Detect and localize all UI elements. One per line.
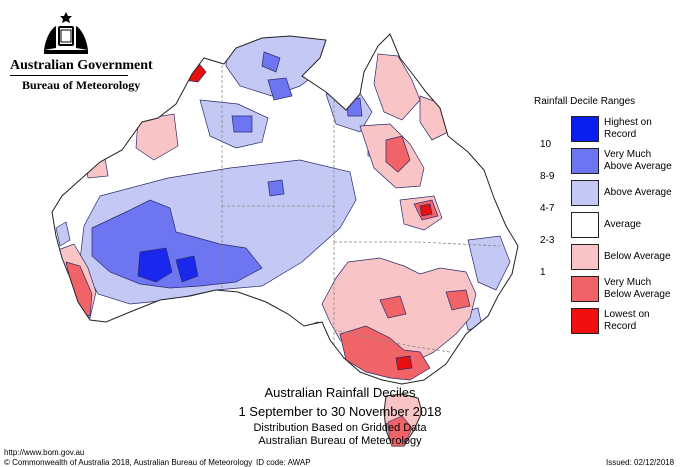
legend-label-line: Very Much xyxy=(604,149,652,160)
website-link[interactable]: http://www.bom.gov.au xyxy=(4,448,85,457)
legend-rank: 2-3 xyxy=(540,235,555,246)
lowest-record-qld xyxy=(419,203,433,217)
legend-label-line: Highest on xyxy=(604,117,652,128)
very-much-below-nsw xyxy=(379,295,407,319)
legend-title: Rainfall Decile Ranges xyxy=(534,96,636,107)
map-note-distribution: Distribution Based on Gridded Data xyxy=(253,422,427,434)
legend-swatch xyxy=(571,212,599,238)
id-code: ID code: AWAP xyxy=(256,458,311,467)
legend-label-line: Average xyxy=(604,219,642,230)
coat-of-arms-icon xyxy=(44,12,88,54)
legend-swatch xyxy=(571,148,599,174)
legend-rank: 1 xyxy=(540,267,546,278)
legend-label-line: Record xyxy=(604,321,637,332)
legend-label-line: Above Average xyxy=(604,161,672,172)
very-much-above-north2 xyxy=(267,77,293,101)
map-title: Australian Rainfall Deciles xyxy=(264,385,416,400)
government-title: Australian Government xyxy=(10,58,153,73)
legend-label-line: Very Much xyxy=(604,277,652,288)
bureau-title: Bureau of Meteorology xyxy=(22,78,141,92)
border-nsw-vic xyxy=(333,329,451,353)
legend-label: Average xyxy=(604,219,641,231)
very-much-below-nsw2 xyxy=(445,289,471,311)
legend-label-line: Below Average xyxy=(604,251,671,262)
header-divider xyxy=(10,75,128,76)
legend-label: Very Much Below Average xyxy=(604,277,671,301)
map-note-bureau: Australian Bureau of Meteorology xyxy=(258,435,422,447)
legend-label: Highest on Record xyxy=(604,117,652,141)
legend-swatch xyxy=(571,276,599,302)
legend-swatch xyxy=(571,308,599,334)
copyright-text: © Commonwealth of Australia 2018, Austra… xyxy=(4,458,253,467)
lowest-record-vic xyxy=(395,355,413,371)
highest-record-2 xyxy=(175,255,199,283)
above-average-sw xyxy=(55,221,71,247)
very-much-above-wa xyxy=(91,199,263,289)
issued-date: Issued: 02/12/2018 xyxy=(606,458,675,467)
legend-swatch xyxy=(571,244,599,270)
above-average-east xyxy=(467,235,511,291)
legend-label: Lowest on Record xyxy=(604,309,650,333)
legend-label-line: Record xyxy=(604,129,637,140)
very-much-above-top xyxy=(261,51,281,73)
legend-label: Very Much Above Average xyxy=(604,149,672,173)
legend-label-line: Above Average xyxy=(604,187,672,198)
very-much-above-kim xyxy=(231,115,253,133)
legend-label-line: Below Average xyxy=(604,289,671,300)
legend-swatch xyxy=(571,180,599,206)
legend-label-line: Lowest on xyxy=(604,309,650,320)
legend-rank: 4-7 xyxy=(540,203,555,214)
below-average-qld-north xyxy=(373,53,421,121)
below-average-center-west xyxy=(135,113,179,161)
legend-label: Above Average xyxy=(604,187,672,199)
legend-label: Below Average xyxy=(604,251,671,263)
map-period: 1 September to 30 November 2018 xyxy=(238,404,442,419)
legend-rank: 8-9 xyxy=(540,171,555,182)
highest-record-core xyxy=(137,247,173,283)
very-much-above-nt xyxy=(267,179,285,197)
very-much-below-qld xyxy=(385,135,411,173)
legend-swatch xyxy=(571,116,599,142)
border-qld-nsw xyxy=(417,241,501,247)
below-average-sa xyxy=(295,321,327,351)
legend-rank: 10 xyxy=(540,139,552,150)
